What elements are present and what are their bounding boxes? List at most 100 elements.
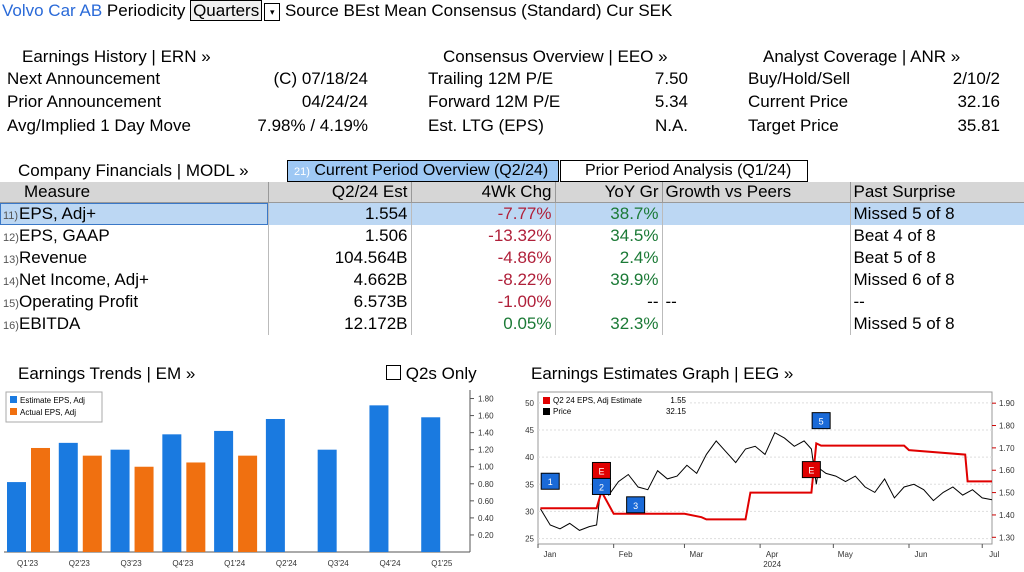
est-cell[interactable]: 12.172B <box>268 313 412 335</box>
company-financials-title[interactable]: Company Financials | MODL » <box>18 161 249 180</box>
x-tick-label: Mar <box>690 550 704 559</box>
surprise-cell[interactable]: Missed 5 of 8 <box>850 313 1024 335</box>
earnings-history-title[interactable]: Earnings History | ERN » <box>22 47 211 66</box>
chg-cell[interactable]: 0.05% <box>411 313 556 335</box>
company-name[interactable]: Volvo Car AB <box>2 1 103 20</box>
table-row[interactable]: 14)Net Income, Adj+ 4.662B -8.22% 39.9% … <box>0 269 1024 291</box>
chg-cell[interactable]: -7.77% <box>411 202 556 225</box>
surprise-cell[interactable]: Beat 4 of 8 <box>850 225 1024 247</box>
earnings-trends-title[interactable]: Earnings Trends | EM » <box>18 364 196 383</box>
table-row[interactable]: 12)EPS, GAAP 1.506 -13.32% 34.5% Beat 4 … <box>0 225 1024 247</box>
checkbox-icon[interactable] <box>386 365 401 380</box>
chg-cell[interactable]: -4.86% <box>411 247 556 269</box>
tab-prior-label: Prior Period Analysis (Q1/24) <box>585 162 792 179</box>
col-header-peers[interactable]: Growth vs Peers <box>662 182 851 203</box>
legend-box <box>540 393 690 418</box>
yoy-cell[interactable]: -- <box>555 291 663 313</box>
peers-cell[interactable] <box>662 269 851 291</box>
bar <box>317 449 337 552</box>
event-marker-label: 1 <box>548 477 553 487</box>
x-tick-label: Q2'24 <box>276 559 298 568</box>
measure-cell[interactable]: Revenue <box>19 248 88 267</box>
col-header-est[interactable]: Q2/24 Est <box>268 182 412 203</box>
est-cell[interactable]: 1.506 <box>268 225 412 247</box>
right-y-tick-label: 1.60 <box>999 466 1015 475</box>
periodicity-value: Quarters <box>193 1 260 20</box>
table-row[interactable]: 15)Operating Profit 6.573B -1.00% -- -- … <box>0 291 1024 313</box>
yoy-cell[interactable]: 32.3% <box>555 313 663 335</box>
chg-cell[interactable]: -13.32% <box>411 225 556 247</box>
chg-cell[interactable]: -1.00% <box>411 291 556 313</box>
surprise-cell[interactable]: Missed 5 of 8 <box>850 202 1024 225</box>
yoy-cell[interactable]: 38.7% <box>555 202 663 225</box>
measure-cell[interactable]: Operating Profit <box>19 292 139 311</box>
y-tick-label: 1.40 <box>478 429 494 438</box>
col-header-surprise[interactable]: Past Surprise <box>850 182 1024 203</box>
measure-cell[interactable]: EPS, GAAP <box>19 226 110 245</box>
table-row[interactable]: 13)Revenue 104.564B -4.86% 2.4% Beat 5 o… <box>0 247 1024 269</box>
row-number: 12) <box>3 232 19 244</box>
x-tick-label: May <box>838 550 853 559</box>
y-tick-label: 0.80 <box>478 480 494 489</box>
dropdown-arrow-icon[interactable]: ▾ <box>264 3 281 21</box>
legend-label: Q2 24 EPS, Adj Estimate <box>553 396 642 405</box>
est-cell[interactable]: 1.554 <box>268 202 412 225</box>
row-number: 15) <box>3 298 19 310</box>
peers-cell[interactable]: -- <box>662 291 851 313</box>
analyst-coverage-title[interactable]: Analyst Coverage | ANR » <box>763 47 961 66</box>
measure-cell[interactable]: Net Income, Adj+ <box>19 270 149 289</box>
tab-prior-period[interactable]: Prior Period Analysis (Q1/24) <box>560 160 808 182</box>
table-row[interactable]: 16)EBITDA 12.172B 0.05% 32.3% Missed 5 o… <box>0 313 1024 335</box>
tab-current-period[interactable]: 21) Current Period Overview (Q2/24) <box>287 160 559 182</box>
est-cell[interactable]: 4.662B <box>268 269 412 291</box>
legend-label: Actual EPS, Adj <box>20 408 76 417</box>
legend-label: Price <box>553 407 572 416</box>
col-header-chg[interactable]: 4Wk Chg <box>411 182 556 203</box>
q2s-only-toggle[interactable]: Q2s Only <box>386 364 477 384</box>
legend-swatch <box>10 408 17 415</box>
est-cell[interactable]: 6.573B <box>268 291 412 313</box>
measure-cell[interactable]: EBITDA <box>19 314 81 333</box>
table-row[interactable]: 11)EPS, Adj+ 1.554 -7.77% 38.7% Missed 5… <box>0 202 1024 225</box>
peers-cell[interactable] <box>662 313 851 335</box>
x-tick-label: Q3'23 <box>121 559 143 568</box>
prior-announcement-label: Prior Announcement <box>7 92 162 111</box>
col-header-measure[interactable]: Measure <box>0 182 269 203</box>
periodicity-select[interactable]: Quarters <box>190 0 263 21</box>
event-marker-box <box>811 412 831 430</box>
legend-box <box>5 391 103 423</box>
surprise-cell[interactable]: -- <box>850 291 1024 313</box>
measure-cell[interactable]: EPS, Adj+ <box>19 204 97 223</box>
left-y-tick-label: 45 <box>525 426 534 435</box>
trailing-pe-value: 7.50 <box>654 69 688 88</box>
yoy-cell[interactable]: 39.9% <box>555 269 663 291</box>
y-tick-label: 0.60 <box>478 497 494 506</box>
avg-move-value: 7.98% / 4.19% <box>257 116 368 135</box>
next-announcement-value: (C) 07/18/24 <box>273 69 369 88</box>
row-number: 14) <box>3 276 19 288</box>
left-y-tick-label: 40 <box>525 453 534 462</box>
bar <box>369 405 389 552</box>
bar <box>7 482 26 552</box>
legend-swatch <box>543 397 550 404</box>
earnings-estimates-graph-title[interactable]: Earnings Estimates Graph | EEG » <box>531 364 794 383</box>
bar <box>58 442 78 552</box>
col-header-yoy[interactable]: YoY Gr <box>555 182 663 203</box>
yoy-cell[interactable]: 2.4% <box>555 247 663 269</box>
est-ltg-label: Est. LTG (EPS) <box>428 116 544 135</box>
row-number: 16) <box>3 320 19 332</box>
x-tick-label: Q1'23 <box>17 559 39 568</box>
est-cell[interactable]: 104.564B <box>268 247 412 269</box>
chg-cell[interactable]: -8.22% <box>411 269 556 291</box>
est-ltg-value: N.A. <box>654 116 688 135</box>
surprise-cell[interactable]: Beat 5 of 8 <box>850 247 1024 269</box>
surprise-cell[interactable]: Missed 6 of 8 <box>850 269 1024 291</box>
financials-table: Measure Q2/24 Est 4Wk Chg YoY Gr Growth … <box>0 182 1024 335</box>
peers-cell[interactable] <box>662 225 851 247</box>
yoy-cell[interactable]: 34.5% <box>555 225 663 247</box>
peers-cell[interactable] <box>662 247 851 269</box>
forward-pe-value: 5.34 <box>654 92 688 111</box>
consensus-title[interactable]: Consensus Overview | EEO » <box>443 47 668 66</box>
peers-cell[interactable] <box>662 202 851 225</box>
x-tick-label: Jun <box>915 550 928 559</box>
